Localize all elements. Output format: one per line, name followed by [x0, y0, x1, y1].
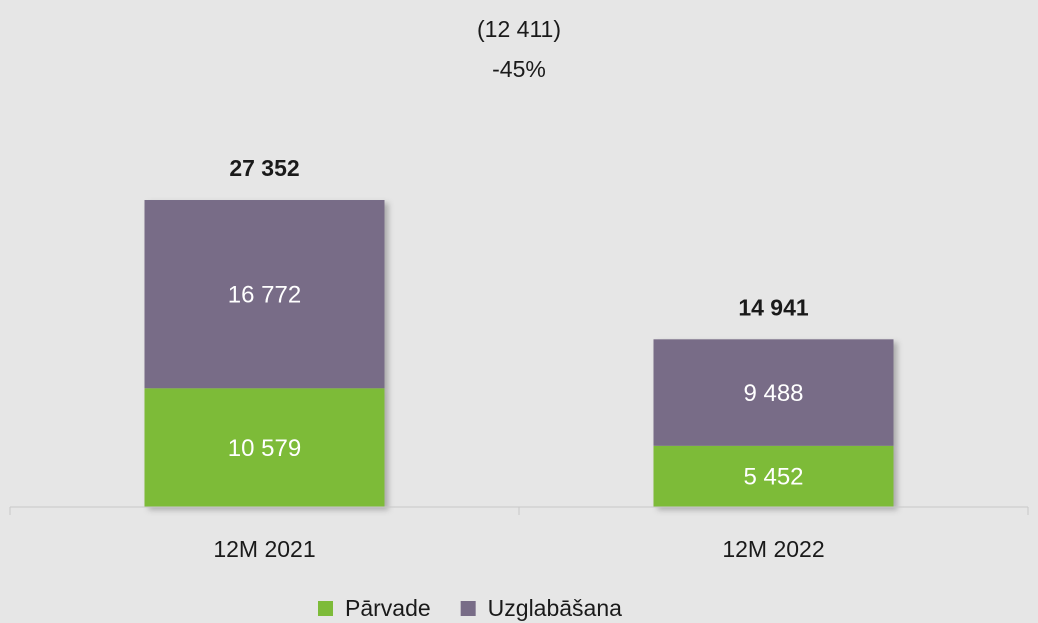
- legend-swatch: [460, 601, 476, 616]
- value-label: 16 772: [228, 281, 301, 308]
- x-tick-label: 12M 2022: [722, 536, 824, 562]
- bar-segment: [144, 388, 385, 507]
- legend-label: Pārvade: [345, 595, 431, 621]
- total-label: 14 941: [738, 294, 809, 320]
- bar-segment: [653, 445, 894, 507]
- value-label: 5 452: [743, 464, 803, 491]
- annotation: -45%: [492, 56, 546, 82]
- bar-stack: [144, 200, 385, 507]
- bar-stack: [653, 339, 894, 507]
- annotation: (12 411): [477, 16, 561, 42]
- bar-segment: [653, 339, 894, 446]
- bar-segment: [144, 200, 385, 389]
- legend-swatch: [318, 601, 333, 616]
- legend-label: Uzglabāšana: [488, 595, 622, 621]
- total-label: 27 352: [229, 155, 299, 181]
- value-label: 10 579: [228, 435, 301, 462]
- value-label: 9 488: [743, 380, 803, 407]
- x-tick-label: 12M 2021: [213, 536, 315, 562]
